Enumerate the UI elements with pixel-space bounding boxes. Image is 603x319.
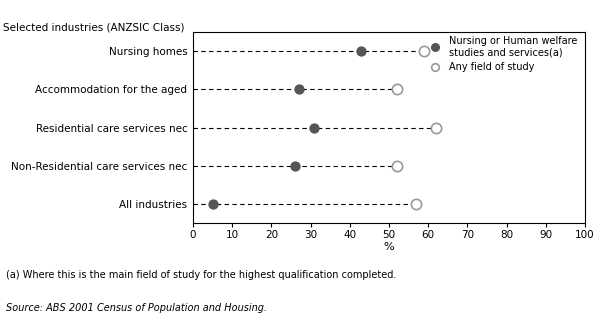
Point [294, 87, 303, 92]
Point [207, 202, 218, 207]
Point [290, 163, 300, 168]
Point [392, 163, 402, 168]
Point [420, 48, 429, 54]
Text: Selected industries (ANZSIC Class): Selected industries (ANZSIC Class) [3, 22, 185, 32]
Point [310, 125, 320, 130]
Legend: Nursing or Human welfare
studies and services(a), Any field of study: Nursing or Human welfare studies and ser… [423, 33, 580, 75]
Point [392, 87, 402, 92]
Point [431, 125, 441, 130]
Point [411, 202, 421, 207]
X-axis label: %: % [384, 241, 394, 252]
Text: (a) Where this is the main field of study for the highest qualification complete: (a) Where this is the main field of stud… [6, 270, 396, 279]
Text: Source: ABS 2001 Census of Population and Housing.: Source: ABS 2001 Census of Population an… [6, 303, 267, 313]
Point [357, 48, 367, 54]
